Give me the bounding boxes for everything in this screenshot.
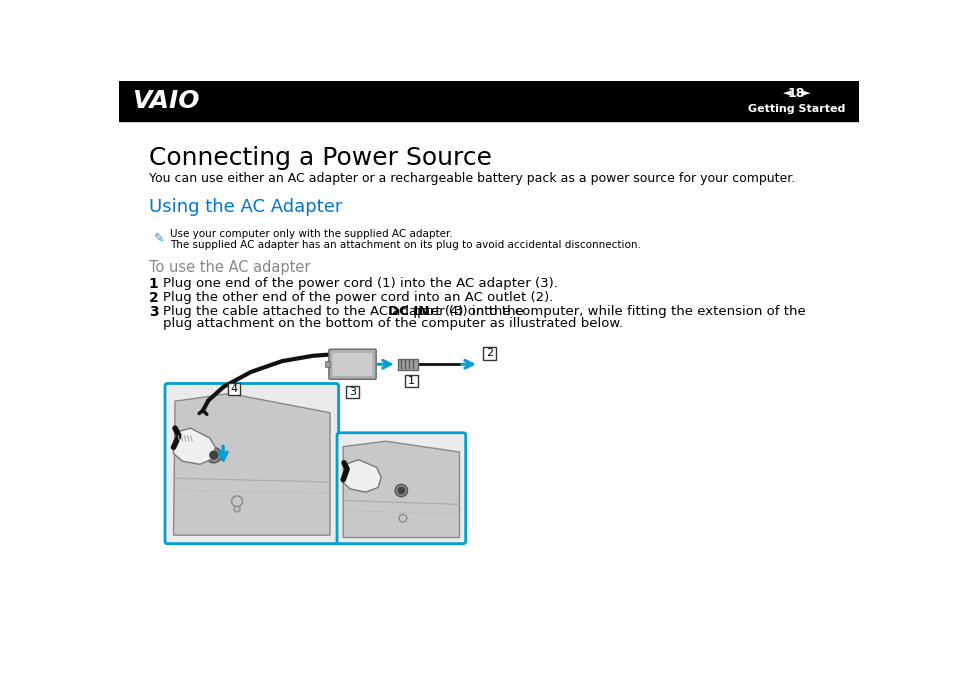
Bar xyxy=(119,81,858,121)
Text: Getting Started: Getting Started xyxy=(747,104,844,114)
Text: port (4) on the computer, while fitting the extension of the: port (4) on the computer, while fitting … xyxy=(408,305,804,318)
FancyBboxPatch shape xyxy=(329,349,375,379)
Bar xyxy=(346,386,358,398)
Text: You can use either an AC adapter or a rechargeable battery pack as a power sourc: You can use either an AC adapter or a re… xyxy=(149,172,794,185)
Text: 18: 18 xyxy=(787,87,804,100)
Text: To use the AC adapter: To use the AC adapter xyxy=(149,259,310,274)
Bar xyxy=(325,361,330,367)
Text: 2: 2 xyxy=(486,348,493,359)
Text: Plug the other end of the power cord into an AC outlet (2).: Plug the other end of the power cord int… xyxy=(162,291,553,304)
Circle shape xyxy=(397,487,405,494)
Text: Plug one end of the power cord (1) into the AC adapter (3).: Plug one end of the power cord (1) into … xyxy=(162,277,557,290)
Text: 3: 3 xyxy=(349,387,355,397)
Text: ✎: ✎ xyxy=(154,232,165,245)
Text: 1: 1 xyxy=(149,277,158,291)
Polygon shape xyxy=(343,460,381,492)
Text: ◄: ◄ xyxy=(782,88,791,98)
Text: ►: ► xyxy=(801,88,809,98)
Text: 2: 2 xyxy=(149,291,158,305)
Text: plug attachment on the bottom of the computer as illustrated below.: plug attachment on the bottom of the com… xyxy=(162,317,622,330)
Bar xyxy=(405,375,417,388)
Text: 1: 1 xyxy=(408,376,415,386)
Text: Connecting a Power Source: Connecting a Power Source xyxy=(149,146,491,171)
Circle shape xyxy=(233,506,240,512)
Text: Use your computer only with the supplied AC adapter.: Use your computer only with the supplied… xyxy=(171,228,453,239)
Polygon shape xyxy=(173,428,215,464)
Bar xyxy=(228,383,240,395)
Text: Plug the cable attached to the AC adapter (3) into the: Plug the cable attached to the AC adapte… xyxy=(162,305,527,318)
Circle shape xyxy=(206,448,221,463)
Polygon shape xyxy=(173,394,330,535)
Circle shape xyxy=(209,450,218,460)
Polygon shape xyxy=(343,441,459,537)
FancyBboxPatch shape xyxy=(336,433,465,544)
FancyBboxPatch shape xyxy=(165,384,338,544)
Circle shape xyxy=(395,485,407,497)
Text: The supplied AC adapter has an attachment on its plug to avoid accidental discon: The supplied AC adapter has an attachmen… xyxy=(171,240,640,250)
Text: DC IN: DC IN xyxy=(387,305,429,318)
Text: 3: 3 xyxy=(149,305,158,319)
Text: Using the AC Adapter: Using the AC Adapter xyxy=(149,198,342,216)
Text: VAIO: VAIO xyxy=(132,89,199,113)
Bar xyxy=(397,359,418,369)
Bar xyxy=(483,347,496,360)
Text: 4: 4 xyxy=(230,384,237,394)
FancyBboxPatch shape xyxy=(332,353,373,376)
